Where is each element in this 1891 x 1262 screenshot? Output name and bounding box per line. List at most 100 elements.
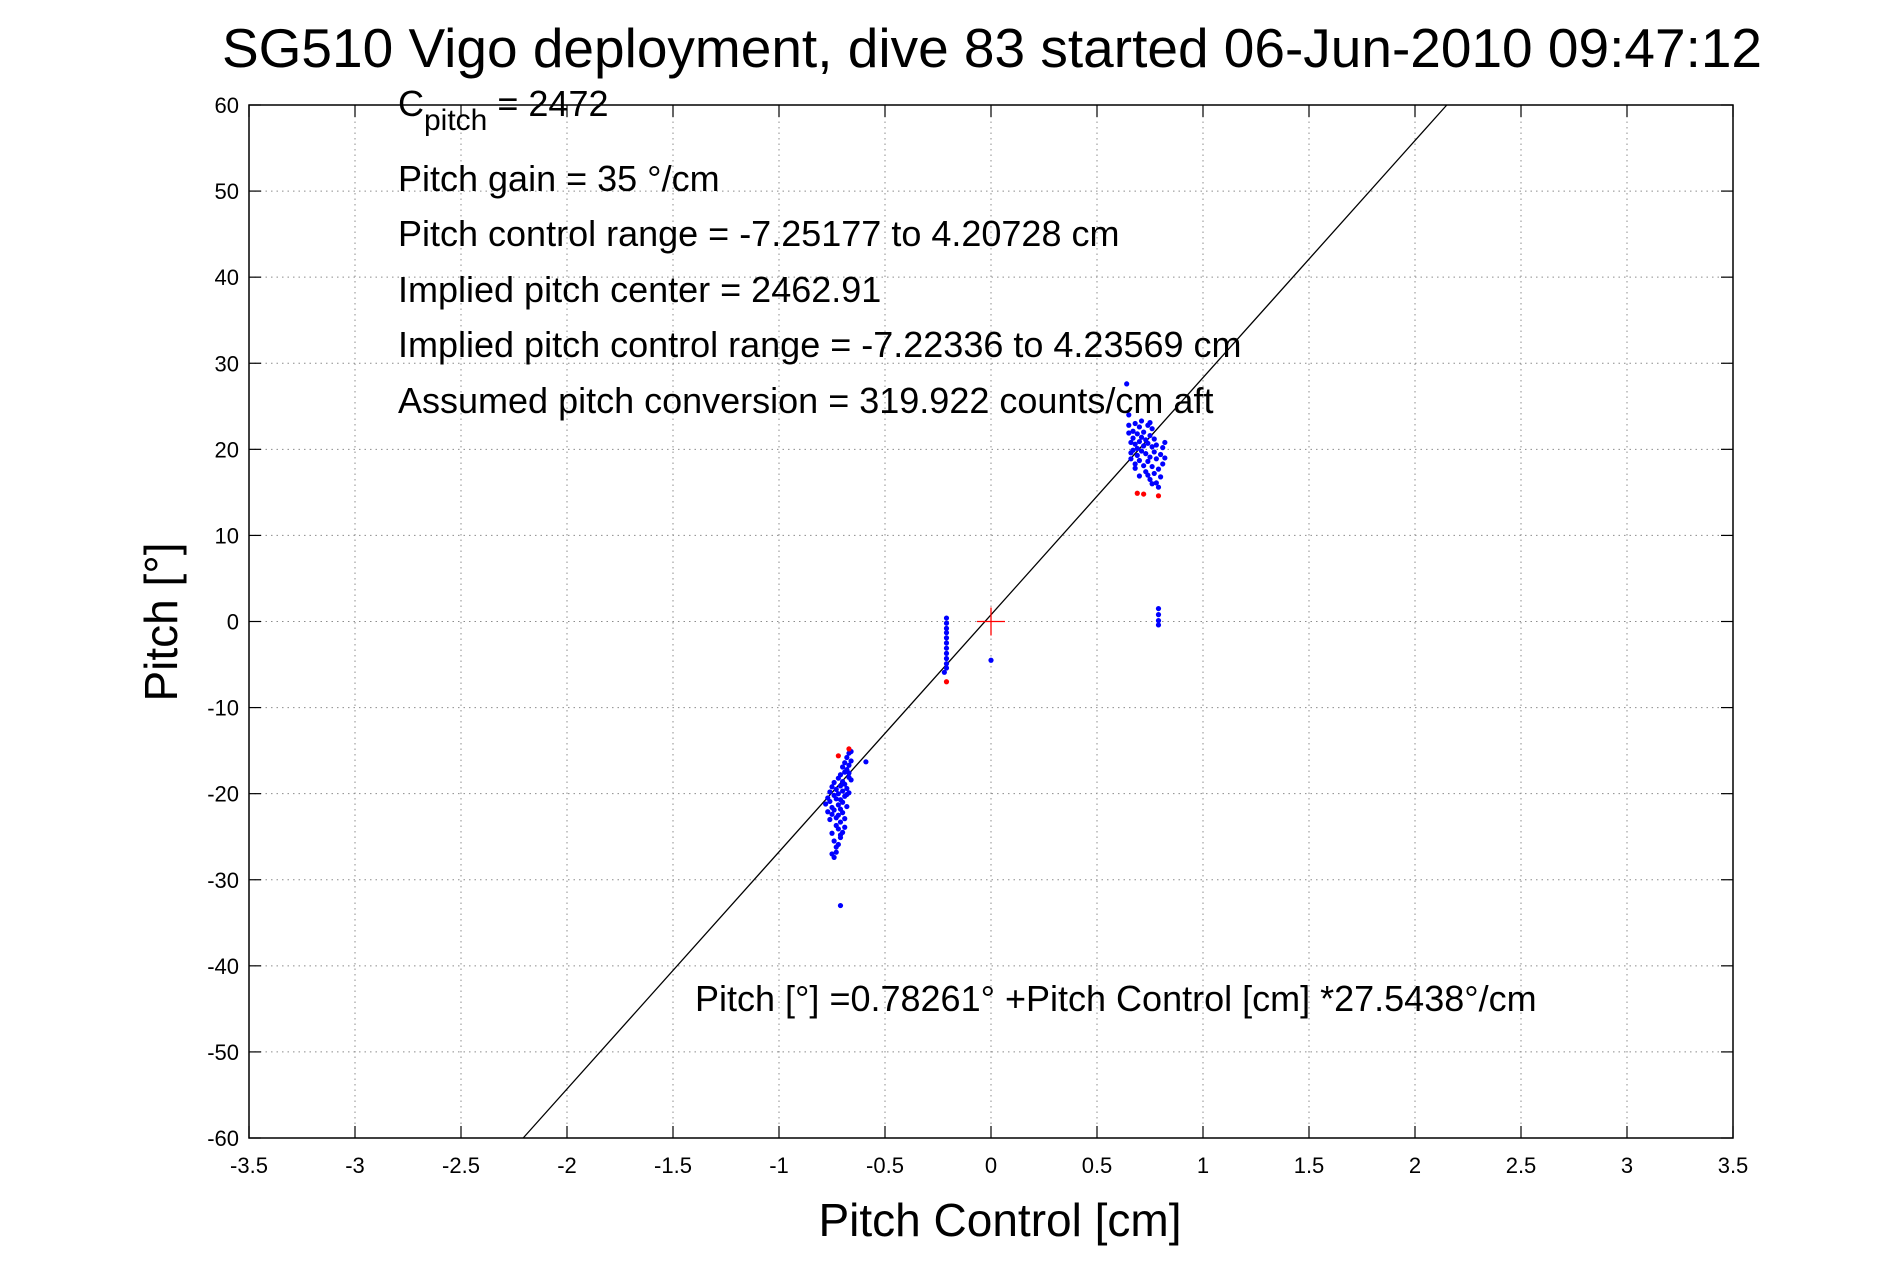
data-point-blue bbox=[1136, 424, 1142, 430]
data-point-blue bbox=[1145, 440, 1151, 446]
data-point-blue bbox=[943, 630, 950, 636]
data-point-blue bbox=[1153, 456, 1159, 462]
y-tick-label: 20 bbox=[215, 437, 239, 462]
data-point-blue bbox=[842, 824, 848, 830]
data-point-blue bbox=[829, 784, 835, 790]
annotation-c-pitch-main: C bbox=[398, 83, 424, 124]
data-point-blue bbox=[1141, 463, 1147, 469]
data-point-blue bbox=[1147, 432, 1153, 439]
data-point-blue bbox=[1143, 451, 1149, 457]
data-point-blue bbox=[1155, 618, 1162, 624]
x-tick-label: 2 bbox=[1409, 1153, 1421, 1178]
data-point-blue bbox=[943, 625, 950, 631]
data-point-blue bbox=[827, 798, 833, 805]
data-point-blue bbox=[943, 650, 950, 656]
y-tick-label: 50 bbox=[215, 179, 239, 204]
annotation-pitch-control-range: Pitch control range = -7.25177 to 4.2072… bbox=[398, 213, 1119, 254]
data-point-blue bbox=[941, 669, 947, 675]
y-tick-label: -10 bbox=[207, 696, 239, 721]
data-point-red bbox=[1134, 490, 1140, 496]
data-point-blue bbox=[1141, 429, 1147, 435]
axis-ticks bbox=[248, 104, 1734, 1139]
data-point-blue bbox=[1155, 605, 1162, 612]
x-tick-label: -3 bbox=[345, 1153, 365, 1178]
data-point-blue bbox=[823, 801, 829, 807]
x-tick-label: -3.5 bbox=[230, 1153, 268, 1178]
data-point-blue bbox=[1153, 442, 1159, 448]
data-point-blue bbox=[848, 758, 854, 764]
data-point-blue bbox=[1124, 381, 1130, 387]
data-point-blue bbox=[1147, 454, 1153, 460]
data-point-blue bbox=[1149, 463, 1155, 470]
annotation-c-pitch-value: = 2472 bbox=[487, 83, 608, 124]
annotation-implied-control-range: Implied pitch control range = -7.22336 t… bbox=[398, 324, 1242, 365]
fit-equation-label: Pitch [°] =0.78261° +Pitch Control [cm] … bbox=[695, 978, 1537, 1019]
data-point-red bbox=[835, 753, 841, 759]
data-point-blue bbox=[835, 791, 841, 797]
annotation-c-pitch-subscript: pitch bbox=[424, 104, 487, 137]
data-point-blue bbox=[943, 661, 950, 667]
data-point-blue bbox=[1151, 470, 1157, 477]
x-tick-label: 2.5 bbox=[1506, 1153, 1537, 1178]
data-point-blue bbox=[1132, 441, 1138, 447]
data-point-blue bbox=[846, 790, 852, 796]
data-point-blue bbox=[846, 770, 852, 776]
data-point-blue bbox=[844, 803, 850, 810]
data-point-blue bbox=[1138, 434, 1145, 440]
data-point-blue bbox=[1155, 466, 1162, 472]
data-point-blue bbox=[1134, 452, 1140, 458]
data-point-blue bbox=[1136, 438, 1142, 445]
data-point-blue bbox=[943, 655, 950, 662]
data-point-blue bbox=[842, 760, 848, 766]
data-point-blue bbox=[1128, 456, 1134, 462]
data-point-blue bbox=[1126, 422, 1132, 428]
data-point-blue bbox=[1160, 461, 1166, 467]
data-point-blue bbox=[1145, 458, 1151, 464]
data-point-blue bbox=[848, 777, 854, 783]
data-point-blue bbox=[943, 615, 950, 621]
data-point-blue bbox=[1130, 447, 1136, 453]
data-point-blue bbox=[943, 665, 950, 671]
data-point-blue bbox=[1153, 480, 1159, 486]
data-point-blue bbox=[1132, 420, 1138, 427]
x-tick-label: -2.5 bbox=[442, 1153, 480, 1178]
data-point-blue bbox=[943, 645, 950, 651]
data-point-blue bbox=[1155, 622, 1162, 628]
x-tick-label: 3.5 bbox=[1718, 1153, 1749, 1178]
y-tick-label: -50 bbox=[207, 1040, 239, 1065]
data-point-blue bbox=[863, 759, 869, 765]
data-point-blue bbox=[1134, 431, 1140, 437]
y-tick-label: 60 bbox=[215, 93, 239, 118]
data-point-blue bbox=[1155, 612, 1162, 618]
data-point-blue bbox=[1126, 412, 1132, 418]
x-tick-label: 0 bbox=[985, 1153, 997, 1178]
y-tick-label: -20 bbox=[207, 782, 239, 807]
data-point-blue bbox=[833, 796, 839, 802]
data-point-blue bbox=[1138, 448, 1145, 454]
data-point-blue bbox=[1158, 451, 1164, 458]
data-point-red bbox=[1155, 493, 1162, 499]
data-point-blue bbox=[840, 810, 846, 816]
y-tick-label: 40 bbox=[215, 265, 239, 290]
data-point-blue bbox=[1141, 443, 1147, 449]
data-point-blue bbox=[1162, 455, 1168, 461]
data-point-blue bbox=[1155, 484, 1162, 490]
data-point-blue bbox=[831, 854, 837, 860]
annotation-implied-pitch-center: Implied pitch center = 2462.91 bbox=[398, 269, 881, 310]
data-point-blue bbox=[837, 783, 844, 789]
data-point-blue bbox=[1147, 420, 1153, 426]
data-point-blue bbox=[1149, 481, 1155, 487]
chart-title: SG510 Vigo deployment, dive 83 started 0… bbox=[222, 17, 1762, 79]
data-point-blue bbox=[833, 849, 839, 855]
x-axis-label: Pitch Control [cm] bbox=[819, 1194, 1182, 1246]
x-tick-label: 1 bbox=[1197, 1153, 1209, 1178]
data-point-blue bbox=[840, 799, 846, 805]
y-tick-labels: 60 50 40 30 20 10 0 -10 -20 -30 -40 -50 -60 bbox=[207, 93, 239, 1151]
data-point-blue bbox=[840, 788, 846, 794]
data-point-blue bbox=[835, 812, 841, 818]
data-point-blue bbox=[1132, 461, 1138, 467]
data-point-blue bbox=[837, 832, 844, 838]
data-point-blue bbox=[835, 802, 841, 808]
data-point-blue bbox=[835, 826, 841, 832]
data-point-blue bbox=[825, 809, 831, 815]
